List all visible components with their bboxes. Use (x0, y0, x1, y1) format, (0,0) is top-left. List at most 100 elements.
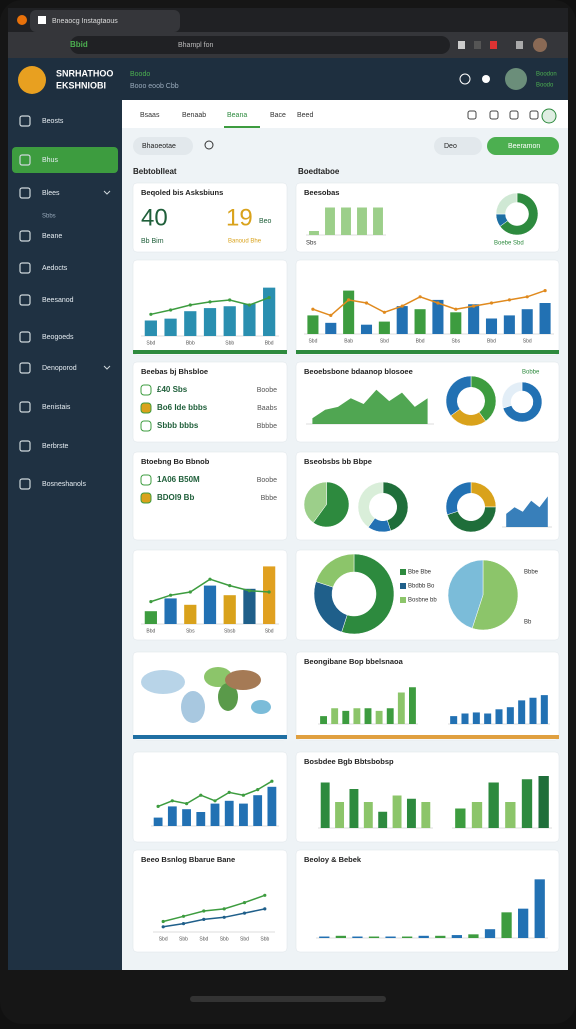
x-tick-label: Sbd (265, 628, 274, 634)
bar (164, 598, 177, 624)
tab-bar (122, 100, 568, 128)
browser-icon[interactable] (516, 41, 523, 49)
line-point (185, 802, 189, 806)
notify-icon[interactable] (482, 75, 490, 83)
bar (518, 908, 529, 938)
label: Deo (444, 143, 457, 150)
select-box[interactable] (434, 137, 482, 155)
bar (341, 207, 351, 235)
sidebar-item[interactable]: Aedocts (42, 265, 68, 272)
sidebar-item[interactable]: Bosneshanols (42, 481, 86, 488)
card (295, 849, 560, 953)
line-point (169, 593, 173, 597)
line-point (170, 799, 174, 803)
bar (164, 318, 177, 336)
sidebar-item[interactable]: Beogoeds (42, 334, 74, 341)
primary-button[interactable] (487, 137, 559, 155)
sidebar-item[interactable]: Berbrste (42, 443, 69, 450)
card-accent (296, 735, 559, 739)
x-tick-label: Bbd (487, 338, 496, 344)
line-point (222, 907, 226, 911)
line-point (202, 917, 206, 922)
sidebar-item[interactable]: Bhus (42, 157, 58, 164)
browser-icon[interactable] (474, 41, 481, 49)
bar (144, 320, 157, 336)
row-icon (140, 474, 152, 486)
tab[interactable]: Bace (270, 112, 286, 119)
tab[interactable]: Benaab (182, 112, 206, 119)
browser-icon[interactable] (458, 41, 465, 49)
bar (263, 566, 276, 624)
label: Beeramon (508, 143, 540, 150)
label: Bneaocg Instagtaous (52, 18, 118, 25)
card (132, 361, 288, 443)
sidebar-item[interactable]: Blees (42, 190, 60, 197)
label: Boodon (536, 72, 557, 78)
card (295, 259, 560, 356)
bar (485, 318, 498, 334)
label: Boodo (536, 83, 554, 89)
sidebar-item[interactable]: Beosts (42, 118, 64, 125)
bar (331, 708, 339, 724)
sidebar-item[interactable]: Beesanod (42, 297, 74, 304)
note: Banoud Bhe (228, 239, 262, 245)
bar (223, 595, 236, 624)
sidebar-item[interactable]: Sbbs (42, 214, 56, 220)
filter-button[interactable] (133, 137, 193, 155)
tab[interactable]: Beed (297, 112, 313, 119)
sidebar-item[interactable]: Benistais (42, 404, 71, 411)
settings-icon[interactable] (459, 73, 471, 85)
bar (203, 585, 217, 624)
kpi-label: Beo (259, 218, 272, 225)
bar (335, 802, 345, 828)
browser-icon[interactable] (490, 41, 497, 49)
bar (378, 321, 390, 334)
card (132, 849, 288, 953)
line-point (161, 919, 165, 924)
line-point (241, 793, 245, 797)
pie-slice (447, 559, 484, 629)
bar (392, 795, 402, 828)
line (163, 908, 265, 928)
pie-slice (501, 381, 523, 409)
bar (455, 808, 466, 828)
label: Bhampl fon (178, 42, 214, 49)
search-icon[interactable] (204, 140, 214, 150)
browser-tab[interactable] (30, 10, 180, 32)
line-point (263, 893, 267, 897)
line-point (208, 300, 212, 304)
bar (360, 324, 373, 334)
bar (210, 803, 220, 826)
line-point (270, 779, 274, 783)
area (312, 389, 428, 424)
sidebar-icon (19, 115, 31, 127)
sidebar-icon (19, 294, 31, 306)
bar (243, 588, 256, 624)
bar (320, 716, 327, 724)
tab-icon (489, 110, 499, 120)
bar (253, 795, 263, 826)
address-box[interactable] (70, 36, 450, 54)
bar (325, 322, 337, 334)
legend-swatch (400, 569, 406, 575)
line-point (202, 909, 206, 913)
sidebar-item[interactable]: Beane (42, 233, 62, 240)
card-title: Beqoled bis Asksbiuns (141, 188, 223, 197)
bar (375, 710, 383, 724)
bar (224, 800, 234, 826)
label: Bebtoblleat (133, 167, 177, 176)
line-point (489, 301, 494, 305)
map-shape (141, 670, 185, 694)
tab[interactable]: Beana (227, 112, 247, 119)
bar (349, 789, 359, 828)
card (295, 651, 560, 741)
bar (540, 695, 548, 724)
bar (184, 604, 197, 624)
tab[interactable]: Bsaas (140, 112, 160, 119)
line-point (181, 922, 186, 926)
sidebar-item[interactable]: Denoporod (42, 365, 77, 372)
line-point (472, 304, 476, 308)
bar (495, 709, 503, 724)
line-point (311, 307, 315, 311)
